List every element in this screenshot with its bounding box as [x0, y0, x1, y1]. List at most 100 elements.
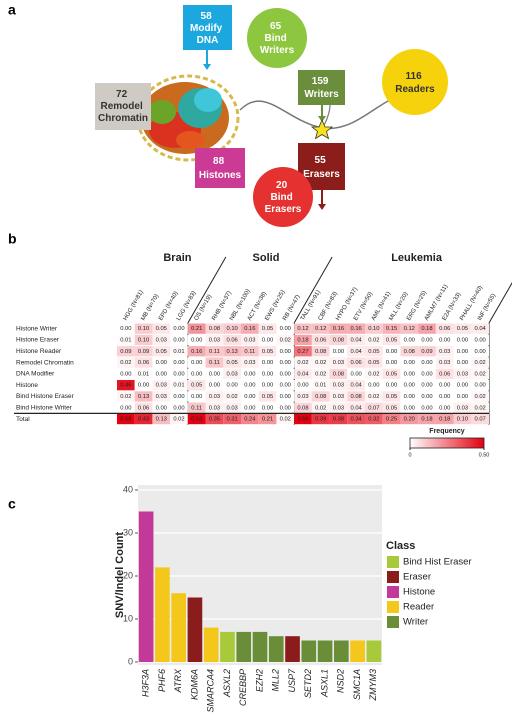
- colorbar: [409, 437, 485, 449]
- heat-cell: [329, 402, 348, 413]
- cell-label: 0.24: [244, 417, 256, 423]
- cell-label: 0.02: [120, 360, 131, 366]
- heat-cell: [382, 323, 401, 334]
- x-tick-label: ASXL2: [222, 669, 232, 698]
- heat-cell: [241, 346, 259, 357]
- cell-label: 0.00: [280, 383, 291, 389]
- y-tick-label: 40: [123, 484, 133, 494]
- heat-cell: [382, 357, 401, 368]
- cell-label: 0.00: [439, 394, 450, 400]
- heat-cell: [453, 402, 472, 413]
- heat-cell: [187, 413, 206, 425]
- heat-cell: [170, 334, 188, 346]
- node-circle: [382, 49, 448, 115]
- cell-label: 0.00: [191, 337, 202, 343]
- heat-cell: [365, 323, 383, 334]
- cell-label: 0.00: [244, 371, 255, 377]
- heat-cell: [205, 334, 224, 346]
- cell-label: 0.08: [333, 371, 344, 377]
- x-tick-label: SMC1A: [352, 669, 362, 700]
- cell-label: 0.00: [262, 383, 273, 389]
- cell-label: 0.02: [474, 371, 485, 377]
- heat-cell: [117, 391, 135, 402]
- cell-label: 0.02: [368, 394, 379, 400]
- cell-label: 0.00: [421, 371, 432, 377]
- cell-label: 0.13: [226, 349, 237, 355]
- heat-cell: [347, 391, 365, 402]
- heat-cell: [311, 368, 330, 379]
- cell-label: 0.03: [209, 405, 220, 411]
- cell-label: 0.03: [156, 394, 167, 400]
- bar: [301, 640, 317, 662]
- cell-label: 0.00: [244, 394, 255, 400]
- heat-cell: [365, 391, 383, 402]
- cell-label: 0.10: [368, 326, 379, 332]
- heat-cell: [152, 413, 171, 425]
- heat-cell: [276, 380, 295, 391]
- heat-cell: [329, 334, 348, 346]
- cell-label: 0.03: [244, 360, 255, 366]
- heat-cell: [400, 391, 419, 402]
- heat-cell: [311, 391, 330, 402]
- heat-cell: [418, 357, 436, 368]
- cell-label: 0.00: [244, 405, 255, 411]
- cell-label: 0.32: [368, 417, 379, 423]
- heat-cell: [276, 357, 295, 368]
- cell-label: 0.00: [262, 371, 273, 377]
- heat-cell: [453, 346, 472, 357]
- heat-cell: [241, 402, 259, 413]
- cell-label: 0.01: [315, 383, 326, 389]
- cell-label: 0.00: [457, 337, 468, 343]
- cell-label: 0.12: [315, 326, 326, 332]
- legend-swatch: [387, 586, 399, 598]
- heat-cell: [382, 380, 401, 391]
- cell-label: 0.18: [421, 326, 432, 332]
- cell-label: 0.02: [315, 371, 326, 377]
- heat-cell: [453, 323, 472, 334]
- heat-cell: [258, 380, 277, 391]
- cell-label: 0.00: [173, 326, 184, 332]
- heat-cell: [205, 380, 224, 391]
- heat-cell: [205, 323, 224, 334]
- heat-cell: [152, 402, 171, 413]
- cell-label: 0.08: [315, 394, 326, 400]
- heat-cell: [471, 380, 489, 391]
- x-tick-label: ASXL1: [319, 669, 329, 698]
- cell-label: 0.00: [474, 337, 485, 343]
- bar: [203, 627, 219, 662]
- heat-cell: [258, 413, 277, 425]
- cell-label: 0.02: [474, 360, 485, 366]
- cell-label: 0.58: [120, 417, 131, 423]
- heat-cell: [435, 380, 454, 391]
- cell-label: 0.06: [226, 337, 237, 343]
- legend-swatch: [387, 601, 399, 613]
- legend-label: Bind Hist Eraser: [403, 557, 472, 568]
- cell-label: 0.06: [350, 360, 361, 366]
- heat-cell: [276, 391, 295, 402]
- cell-label: 0.00: [226, 383, 237, 389]
- heat-cell: [223, 380, 241, 391]
- cell-label: 0.02: [173, 417, 184, 423]
- node-label: 116 Readers: [395, 71, 435, 95]
- heat-cell: [471, 413, 489, 425]
- cell-label: 0.05: [226, 360, 237, 366]
- cell-label: 0.34: [350, 417, 362, 423]
- heat-cell: [187, 391, 206, 402]
- panel-label: c: [8, 496, 16, 512]
- cell-label: 0.00: [262, 337, 273, 343]
- bar: [252, 631, 268, 662]
- cell-label: 0.00: [191, 394, 202, 400]
- legend-swatch: [387, 571, 399, 583]
- arrow-head: [318, 204, 326, 210]
- cell-label: 0.00: [173, 337, 184, 343]
- cell-label: 0.07: [474, 417, 485, 423]
- heat-cell: [400, 368, 419, 379]
- cell-label: 0.00: [404, 394, 415, 400]
- cell-label: 0.00: [404, 383, 415, 389]
- bar: [236, 631, 252, 662]
- heat-cell: [205, 391, 224, 402]
- cell-label: 0.01: [138, 371, 149, 377]
- heat-cell: [134, 334, 153, 346]
- separator: [488, 282, 512, 324]
- column-label: RB (N=47): [282, 294, 301, 322]
